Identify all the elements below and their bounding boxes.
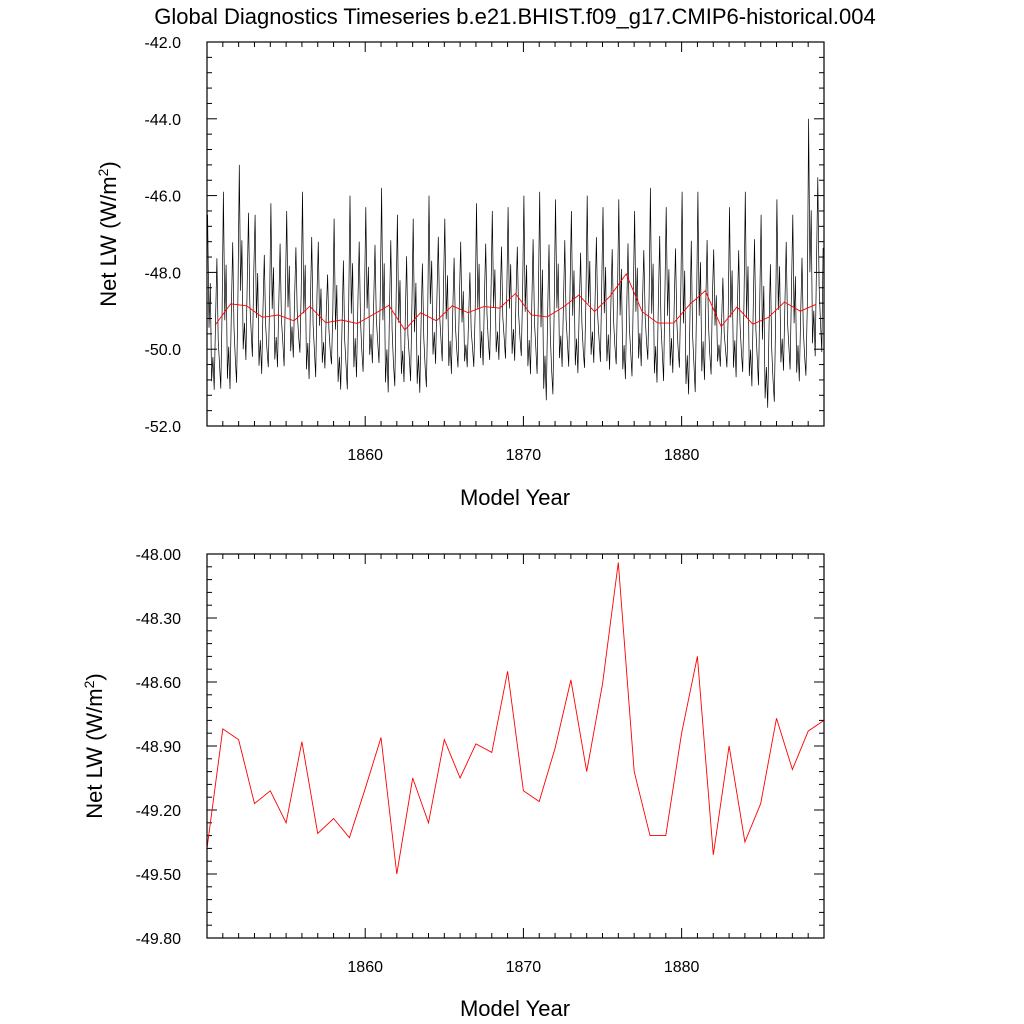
bottom-y-axis-title-main: Net LW (W/m — [82, 688, 107, 818]
top-y-tick-label: -42.0 — [145, 35, 182, 52]
top-y-tick-label: -50.0 — [145, 342, 182, 359]
bottom-x-tick-label: 1880 — [664, 959, 700, 976]
top-panel-ticks — [206, 41, 825, 427]
bottom-x-tick-label: 1860 — [347, 959, 383, 976]
bottom-y-tick-label: -48.00 — [136, 547, 181, 564]
figure-title: Global Diagnostics Timeseries b.e21.BHIS… — [154, 4, 875, 29]
bottom-y-tick-label: -49.50 — [136, 867, 181, 884]
top-y-axis-title: Net LW (W/m2) — [95, 161, 121, 306]
top-x-axis-title: Model Year — [460, 485, 570, 510]
bottom-y-tick-label: -49.20 — [136, 803, 181, 820]
top-series-annual-line — [214, 272, 817, 331]
bottom-y-tick-label: -48.90 — [136, 739, 181, 756]
bottom-panel-ticks — [206, 553, 825, 939]
top-y-tick-label: -48.0 — [145, 265, 182, 282]
bottom-y-tick-label: -49.80 — [136, 931, 181, 948]
top-x-tick-label: 1880 — [664, 447, 700, 464]
top-x-tick-label: 1860 — [347, 447, 383, 464]
top-plot-frame — [206, 41, 825, 427]
bottom-y-axis-title-sup: 2 — [81, 680, 97, 688]
bottom-x-axis-title: Model Year — [460, 996, 570, 1021]
top-panel-series — [207, 118, 824, 408]
bottom-plot-frame — [206, 553, 825, 939]
top-x-tick-label: 1870 — [506, 447, 542, 464]
bottom-panel: 1860 1870 1880 -49.80 -49.50 -49.20 -48.90 -48.… — [81, 547, 825, 1021]
top-y-axis-title-sup: 2 — [95, 168, 111, 176]
top-y-tick-label: -46.0 — [145, 189, 182, 206]
bottom-panel-series — [206, 562, 825, 875]
top-y-tick-label: -44.0 — [145, 112, 182, 129]
bottom-panel-labels: 1860 1870 1880 -49.80 -49.50 -49.20 -48.90 -48.… — [136, 547, 700, 976]
top-series-monthly-line — [207, 118, 824, 408]
bottom-y-tick-label: -48.30 — [136, 611, 181, 628]
bottom-series-annual-line — [206, 562, 825, 875]
top-panel-labels: 1860 1870 1880 -52.0 -50.0 -48.0 -46.0 -44.0 -42… — [145, 35, 700, 464]
bottom-y-axis-title-end: ) — [82, 673, 107, 680]
top-y-axis-title-end: ) — [96, 161, 121, 168]
top-y-tick-label: -52.0 — [145, 419, 182, 436]
top-panel: 1860 1870 1880 -52.0 -50.0 -48.0 -46.0 -44.0 -42… — [95, 35, 825, 510]
top-y-axis-title-main: Net LW (W/m — [96, 176, 121, 306]
bottom-x-tick-label: 1870 — [506, 959, 542, 976]
bottom-y-tick-label: -48.60 — [136, 675, 181, 692]
bottom-y-axis-title: Net LW (W/m2) — [81, 673, 107, 818]
